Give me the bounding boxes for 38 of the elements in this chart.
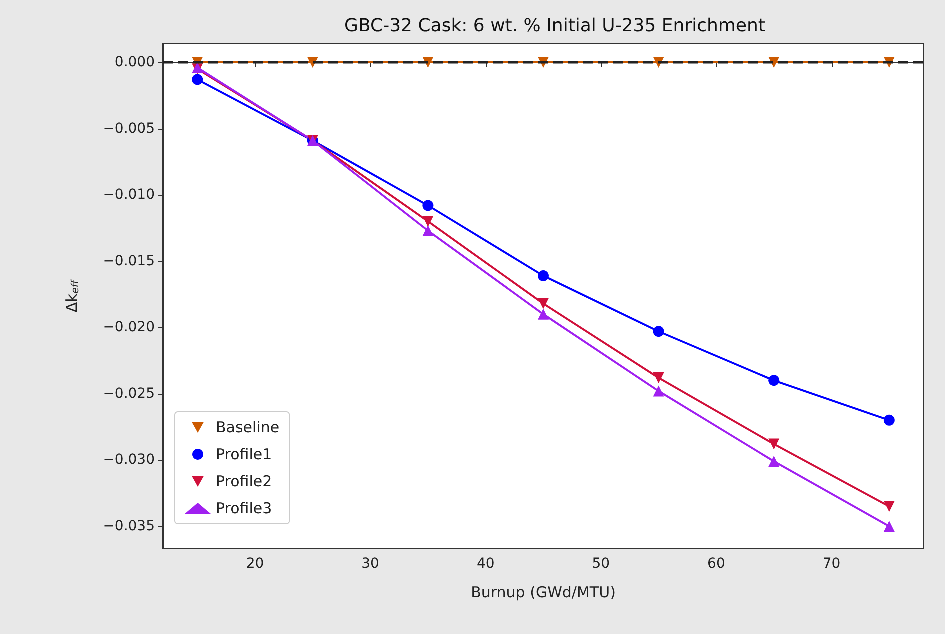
point xyxy=(653,326,664,338)
x-tick-label: 20 xyxy=(246,556,264,572)
point xyxy=(422,200,434,212)
point xyxy=(768,375,780,386)
y-tick-label: −0.025 xyxy=(103,386,155,402)
y-tick-label: −0.035 xyxy=(103,518,155,534)
legend-label: Profile2 xyxy=(216,472,272,490)
y-tick-label: 0.000 xyxy=(114,54,155,71)
chart-title: GBC-32 Cask: 6 wt. % Initial U-235 Enrichment xyxy=(344,16,766,36)
point xyxy=(768,456,780,468)
legend-label: Profile3 xyxy=(216,500,272,518)
x-tick-label: 50 xyxy=(592,556,610,572)
point xyxy=(422,216,434,228)
x-tick-label: 60 xyxy=(708,556,726,572)
y-tick-label: −0.015 xyxy=(103,253,155,270)
point xyxy=(768,438,780,450)
point xyxy=(192,74,204,86)
point xyxy=(653,386,664,397)
point xyxy=(538,308,549,320)
x-tick-label: 30 xyxy=(362,556,380,572)
y-axis-title: Δkeff xyxy=(63,278,82,313)
legend-label: Profile1 xyxy=(216,446,272,464)
point xyxy=(538,298,549,310)
y-tick-label: −0.030 xyxy=(103,452,155,468)
point xyxy=(538,270,549,282)
x-tick-label: 40 xyxy=(476,556,495,572)
legend-label: Baseline xyxy=(216,418,280,436)
point xyxy=(884,414,895,426)
point xyxy=(884,520,895,532)
y-tick-label: −0.010 xyxy=(103,187,155,204)
x-axis-title: Burnup (GWd/MTU) xyxy=(471,584,616,602)
x-tick-label: 70 xyxy=(822,556,841,572)
y-tick-label: −0.005 xyxy=(103,120,155,137)
point xyxy=(768,57,780,68)
y-tick-label: −0.020 xyxy=(103,320,155,336)
point xyxy=(422,225,434,236)
point xyxy=(653,372,664,384)
point xyxy=(884,501,895,512)
